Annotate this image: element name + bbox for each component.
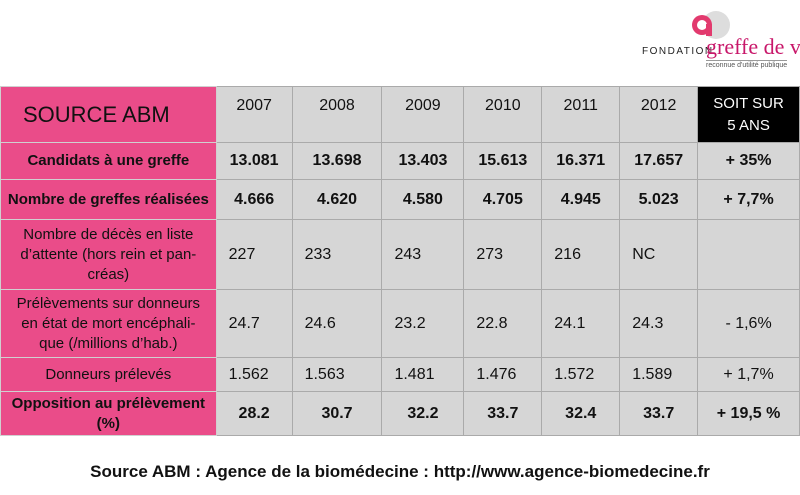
value-cell: 13.081: [215, 142, 293, 180]
summary-cell: + 7,7%: [697, 179, 800, 220]
value-cell: 24.1: [541, 289, 621, 358]
year-header: 2012: [619, 86, 699, 143]
fondation-logo: FONDATION greffe de vie reconnue d'utili…: [636, 10, 800, 82]
value-cell: 227: [215, 219, 293, 290]
value-cell: 4.666: [215, 179, 293, 220]
value-cell: 16.371: [541, 142, 621, 180]
row-label-line: Prélèvements sur donneurs: [16, 294, 201, 312]
table-row: Nombre de greffes réalisées 4.666 4.620 4.5…: [0, 179, 800, 220]
source-footer: Source ABM : Agence de la biomédecine : …: [90, 462, 710, 481]
value-cell: 216: [541, 219, 621, 290]
summary-header: SOIT SUR 5 ANS: [697, 86, 800, 143]
value-cell: 1.481: [381, 357, 465, 392]
value-cell: 22.8: [463, 289, 543, 358]
value-cell: 4.945: [541, 179, 621, 220]
value-cell: 13.403: [381, 142, 465, 180]
header-row: SOURCE ABM 2007 2008 2009 2010 2011 2012…: [0, 86, 800, 143]
table-row: Nombre de décès en liste d’attente (hors …: [0, 219, 800, 290]
value-cell: 33.7: [619, 391, 699, 436]
year-header: 2007: [215, 86, 293, 143]
value-cell: 1.572: [541, 357, 621, 392]
row-label: Nombre de greffes réalisées: [0, 179, 217, 220]
row-label-line: en état de mort encéphali-: [21, 314, 196, 332]
row-label-line: d’attente (hors rein et pan-: [20, 245, 197, 263]
summary-cell: + 19,5 %: [697, 391, 800, 436]
value-cell: NC: [619, 219, 699, 290]
statistics-table: SOURCE ABM 2007 2008 2009 2010 2011 2012…: [0, 86, 800, 436]
logo-brand-name: greffe de vie: [706, 34, 800, 59]
value-cell: 1.476: [463, 357, 543, 392]
row-label-line: créas): [87, 265, 130, 283]
summary-cell: + 35%: [697, 142, 800, 180]
row-label-line: Candidats à une greffe: [27, 152, 190, 169]
logo-fondation-word: FONDATION: [642, 46, 714, 57]
row-label: Nombre de décès en liste d’attente (hors …: [0, 219, 217, 290]
value-cell: 5.023: [619, 179, 699, 220]
value-cell: 1.589: [619, 357, 699, 392]
value-cell: 30.7: [291, 391, 383, 436]
logo-mark-icon: [692, 11, 730, 39]
value-cell: 33.7: [463, 391, 543, 436]
row-label-line: que (/millions d’hab.): [39, 334, 178, 352]
value-cell: 24.3: [619, 289, 699, 358]
summary-header-line: 5 ANS: [727, 116, 770, 134]
row-label-line: Nombre de décès en liste: [23, 225, 194, 243]
value-cell: 32.2: [381, 391, 465, 436]
year-header: 2008: [291, 86, 383, 143]
value-cell: 24.6: [291, 289, 383, 358]
year-header: 2010: [463, 86, 543, 143]
value-cell: 1.563: [291, 357, 383, 392]
summary-cell: + 1,7%: [697, 357, 800, 392]
table-row: Prélèvements sur donneurs en état de mort…: [0, 289, 800, 358]
value-cell: 23.2: [381, 289, 465, 358]
value-cell: 15.613: [463, 142, 543, 180]
value-cell: 273: [463, 219, 543, 290]
table-title: SOURCE ABM: [0, 86, 217, 143]
value-cell: 28.2: [215, 391, 293, 436]
summary-header-line: SOIT SUR: [713, 94, 784, 112]
value-cell: 4.620: [291, 179, 383, 220]
row-label: Opposition au prélèvement (%): [0, 391, 217, 436]
summary-cell: [697, 219, 800, 290]
row-label: Prélèvements sur donneurs en état de mort…: [0, 289, 217, 358]
value-cell: 233: [291, 219, 383, 290]
logo-tagline: reconnue d'utilité publique: [706, 60, 788, 69]
value-cell: 24.7: [215, 289, 293, 358]
value-cell: 13.698: [291, 142, 383, 180]
value-cell: 1.562: [215, 357, 293, 392]
row-label: Candidats à une greffe: [0, 142, 217, 180]
value-cell: 4.705: [463, 179, 543, 220]
value-cell: 17.657: [619, 142, 699, 180]
row-label-line: (%): [96, 414, 120, 432]
table-row: Opposition au prélèvement (%) 28.2 30.7 32.2…: [0, 391, 800, 436]
year-header: 2011: [541, 86, 621, 143]
row-label: Donneurs prélevés: [0, 357, 217, 392]
summary-cell: - 1,6%: [697, 289, 800, 358]
row-label-line: Donneurs prélevés: [45, 365, 172, 383]
row-label-line: Opposition au prélèvement: [11, 394, 206, 412]
value-cell: 4.580: [381, 179, 465, 220]
value-cell: 243: [381, 219, 465, 290]
row-label-line: Nombre de greffes réalisées: [7, 190, 209, 208]
value-cell: 32.4: [541, 391, 621, 436]
table-row: Donneurs prélevés 1.562 1.563 1.481 1.476 1.5…: [0, 357, 800, 392]
table-row: Candidats à une greffe 13.081 13.698 13.403…: [0, 142, 800, 180]
year-header: 2009: [381, 86, 465, 143]
